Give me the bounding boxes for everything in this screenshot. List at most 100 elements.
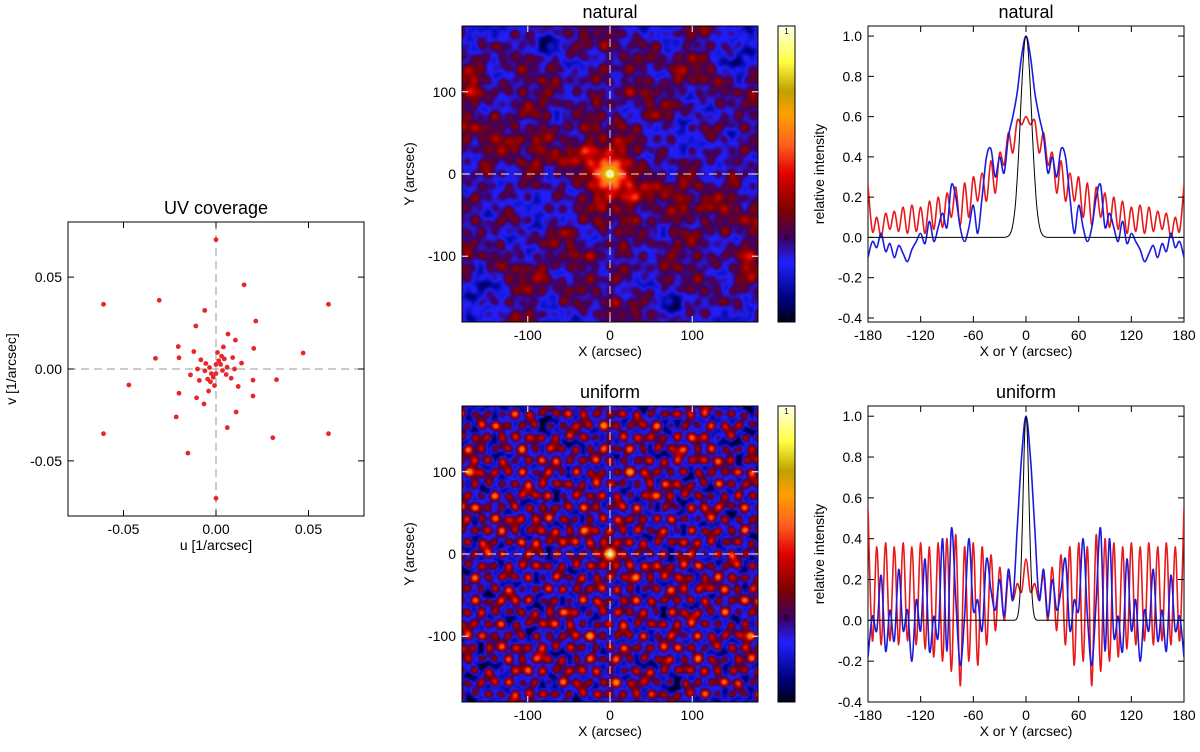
uv-point — [101, 301, 106, 307]
uv-point — [225, 331, 231, 337]
uv-point — [300, 350, 306, 356]
x-tick-label: 180 — [1172, 327, 1196, 343]
x-tick-label: 180 — [1172, 707, 1196, 723]
y-tick-label: -0.05 — [30, 453, 62, 469]
uv-point — [253, 318, 259, 324]
chart-title: natural — [582, 2, 637, 22]
y-tick-label: 0 — [448, 166, 456, 182]
uv-point — [233, 337, 238, 343]
uv-point — [176, 390, 182, 396]
x-tick-label: 120 — [1120, 707, 1144, 723]
uv-point — [224, 425, 230, 431]
y-tick-label: -0.4 — [838, 310, 862, 326]
uv-point — [228, 375, 234, 381]
x-tick-label: -100 — [514, 707, 542, 723]
uv-point — [233, 409, 239, 415]
uv-point — [213, 371, 219, 376]
x-tick-label: -120 — [907, 327, 935, 343]
profile-frame — [867, 25, 1185, 323]
uv-point — [207, 365, 212, 370]
uv-point — [156, 297, 162, 303]
uv-point — [185, 450, 191, 456]
uv-point — [173, 414, 179, 420]
uv-point — [235, 384, 241, 389]
y-tick-label: 100 — [433, 84, 457, 100]
x-axis-label: X or Y (arcsec) — [980, 723, 1073, 739]
x-tick-label: 0 — [1022, 707, 1030, 723]
y-tick-label: 0.6 — [843, 490, 863, 506]
uv-point — [198, 357, 204, 363]
y-tick-label: 1.0 — [843, 28, 863, 44]
uv-point — [241, 282, 247, 288]
x-tick-label: 0.00 — [202, 521, 229, 537]
y-axis-label: relative intensity — [811, 504, 827, 604]
uv-point — [216, 358, 222, 364]
y-axis-label: Y (arcsec) — [401, 142, 417, 206]
x-axis-label: X (arcsec) — [578, 723, 642, 739]
y-tick-label: 0.8 — [843, 449, 863, 465]
x-tick-label: 0.05 — [295, 521, 322, 537]
x-tick-label: -120 — [907, 707, 935, 723]
uv-point — [218, 362, 224, 367]
uv-point — [230, 355, 236, 361]
y-tick-label: -0.4 — [838, 694, 862, 710]
uv-point — [205, 376, 211, 382]
y-tick-label: 0.2 — [843, 189, 863, 205]
uv-point — [208, 371, 214, 376]
uv-point — [202, 368, 208, 374]
uv-point — [251, 346, 257, 351]
x-tick-label: -100 — [514, 327, 542, 343]
x-tick-label: 100 — [681, 327, 705, 343]
colorbar — [777, 405, 796, 703]
y-tick-label: 0.0 — [843, 229, 863, 245]
uv-point — [203, 361, 209, 366]
uv-point — [194, 395, 199, 401]
x-tick-label: -180 — [854, 327, 882, 343]
colorbar-tick-label: -0.4 — [780, 312, 794, 321]
uv-point — [195, 366, 200, 372]
y-tick-label: 0.0 — [843, 612, 863, 628]
y-tick-label: 0.05 — [35, 269, 62, 285]
y-tick-label: 100 — [433, 464, 457, 480]
uv-point — [326, 431, 331, 437]
x-tick-label: 120 — [1120, 327, 1144, 343]
y-tick-label: -0.2 — [838, 653, 862, 669]
uv-point — [212, 383, 217, 388]
uv-point — [223, 372, 229, 377]
uv-point — [213, 237, 219, 243]
uv-point — [326, 301, 331, 307]
uv-point — [250, 393, 256, 399]
chart-title: natural — [998, 2, 1053, 22]
uv-point — [153, 355, 158, 361]
uv-point — [250, 377, 256, 383]
uv-point — [101, 431, 106, 437]
uv-point — [220, 368, 225, 373]
uv-point — [221, 356, 227, 362]
x-tick-label: 0 — [606, 327, 614, 343]
colorbar — [777, 25, 796, 323]
uv-point — [175, 344, 181, 349]
uv-point — [239, 360, 244, 366]
y-tick-label: 0.2 — [843, 572, 863, 588]
y-tick-label: 0.4 — [843, 531, 863, 547]
uv-point — [191, 349, 197, 354]
x-tick-label: -0.05 — [108, 521, 140, 537]
y-axis-label: relative intensity — [811, 124, 827, 224]
y-axis-label: Y (arcsec) — [401, 522, 417, 586]
y-tick-label: 0.8 — [843, 68, 863, 84]
y-tick-label: -0.2 — [838, 270, 862, 286]
uv-point — [210, 374, 216, 380]
uv-point — [213, 495, 219, 501]
uv-point — [126, 382, 132, 388]
x-tick-label: -60 — [963, 707, 983, 723]
x-tick-label: 60 — [1071, 327, 1087, 343]
uv-point — [196, 377, 202, 383]
uv-point — [213, 362, 219, 367]
x-tick-label: -180 — [854, 707, 882, 723]
x-tick-label: 0 — [1022, 327, 1030, 343]
y-tick-label: -100 — [428, 628, 456, 644]
profile-line-red — [868, 508, 1184, 687]
uv-point — [206, 388, 212, 394]
y-tick-label: 0.6 — [843, 109, 863, 125]
